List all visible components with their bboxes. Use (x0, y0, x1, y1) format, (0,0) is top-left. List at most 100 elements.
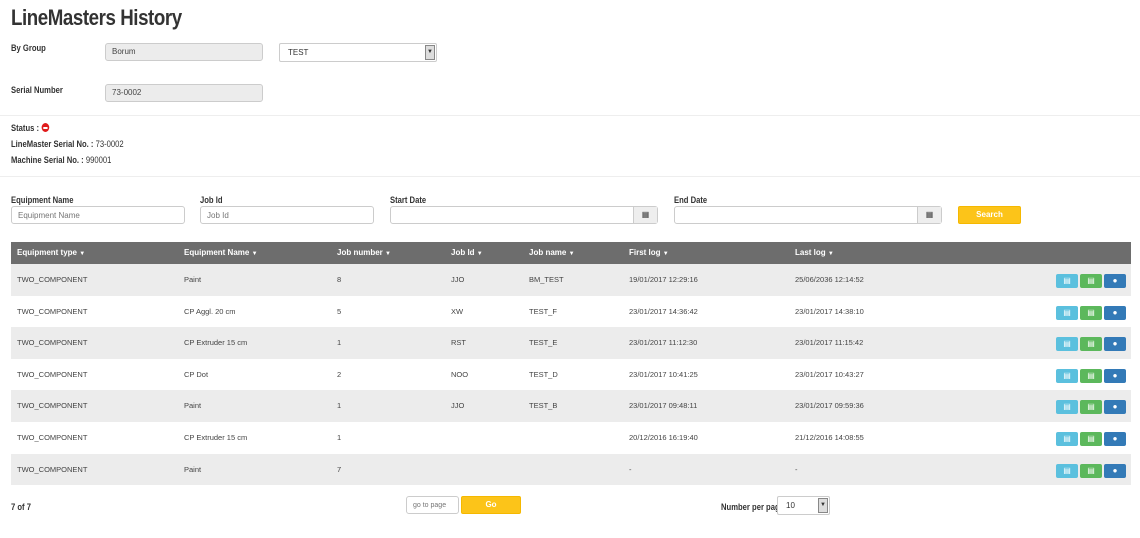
pdf-button[interactable]: ▤ (1056, 368, 1078, 383)
table-cell: - (795, 464, 798, 474)
table-cell: TEST_E (529, 338, 558, 348)
column-header-label: Job name (529, 248, 567, 257)
pdf-button[interactable]: ▤ (1056, 274, 1078, 288)
page-count: 7 of 7 (11, 502, 31, 512)
table-cell: 1 (337, 433, 342, 442)
excel-export-icon: ▤ (1087, 307, 1095, 317)
table-cell: - (629, 464, 632, 474)
table-cell: 23/01/2017 11:15:42 (795, 338, 864, 348)
end-date-input[interactable]: ▦ (674, 206, 942, 224)
go-to-page-input[interactable] (406, 496, 459, 514)
sort-caret-icon: ▼ (662, 251, 669, 257)
equipment-name-input[interactable] (11, 206, 185, 224)
column-header-6[interactable]: Last log ▼ (795, 242, 834, 265)
pdf-button[interactable]: ▤ (1056, 337, 1078, 352)
column-header-label: First log (629, 248, 661, 257)
map-button[interactable]: ● (1104, 337, 1126, 352)
table-cell: 23/01/2017 11:12:30 (629, 338, 698, 348)
table-row: TWO_COMPONENT CP Extruder 15 cm 1 20/12/201… (11, 422, 1131, 454)
table-cell: CP Dot (184, 369, 209, 379)
status-label: Status : (11, 123, 40, 133)
calendar-icon[interactable]: ▦ (917, 207, 941, 223)
map-button[interactable]: ● (1104, 432, 1126, 446)
pdf-export-icon: ▤ (1063, 307, 1071, 317)
table-row: TWO_COMPONENT CP Extruder 15 cm 1 RST TEST_E… (11, 327, 1131, 359)
start-date-label: Start Date (390, 195, 427, 205)
pdf-button[interactable]: ▤ (1056, 463, 1078, 478)
map-button[interactable]: ● (1104, 305, 1126, 320)
pdf-export-icon: ▤ (1063, 434, 1071, 443)
column-header-0[interactable]: Equipment type ▼ (17, 242, 85, 265)
column-header-label: Equipment type (17, 248, 78, 257)
excel-export-icon: ▤ (1087, 370, 1095, 380)
table-cell: 5 (337, 306, 342, 316)
table-row: TWO_COMPONENT CP Aggl. 20 cm 5 XW TEST_F 23/0… (11, 296, 1131, 328)
table-cell: 20/12/2016 16:19:40 (629, 433, 698, 442)
map-button[interactable]: ● (1104, 368, 1126, 383)
map-button[interactable]: ● (1104, 463, 1126, 478)
table-cell: TEST_B (529, 401, 558, 411)
excel-export-icon: ▤ (1087, 276, 1095, 285)
table-cell: CP Extruder 15 cm (184, 338, 248, 348)
table-cell: 1 (337, 338, 342, 348)
sort-caret-icon: ▼ (251, 251, 258, 257)
excel-button[interactable]: ▤ (1080, 337, 1102, 352)
table-cell: CP Aggl. 20 cm (184, 306, 236, 316)
linemaster-serial-value: 73-0002 (95, 139, 124, 149)
pdf-button[interactable]: ▤ (1056, 432, 1078, 446)
map-globe-icon: ● (1112, 307, 1118, 317)
excel-button[interactable]: ▤ (1080, 274, 1102, 288)
start-date-input[interactable]: ▦ (390, 206, 658, 224)
table-cell: 8 (337, 275, 342, 284)
map-button[interactable]: ● (1104, 400, 1126, 415)
excel-export-icon: ▤ (1087, 402, 1095, 412)
chevron-down-icon: ▼ (425, 45, 435, 60)
search-button[interactable]: Search (958, 206, 1021, 224)
group-select[interactable]: TEST ▼ (279, 43, 437, 62)
excel-export-icon: ▤ (1087, 434, 1095, 443)
table-cell: 2 (337, 369, 342, 379)
pdf-button[interactable]: ▤ (1056, 400, 1078, 415)
excel-button[interactable]: ▤ (1080, 432, 1102, 446)
excel-button[interactable]: ▤ (1080, 400, 1102, 415)
machine-serial-value: 990001 (85, 155, 112, 165)
sort-caret-icon: ▼ (568, 251, 575, 257)
go-button[interactable]: Go (461, 496, 521, 514)
job-id-input[interactable] (200, 206, 374, 224)
calendar-icon[interactable]: ▦ (633, 207, 657, 223)
excel-button[interactable]: ▤ (1080, 305, 1102, 320)
table-cell: TEST_D (529, 369, 558, 379)
map-globe-icon: ● (1112, 276, 1118, 285)
table-cell: CP Extruder 15 cm (184, 433, 248, 442)
group-field: Borum (105, 43, 263, 61)
excel-export-icon: ▤ (1087, 339, 1095, 349)
excel-button[interactable]: ▤ (1080, 463, 1102, 478)
column-header-label: Equipment Name (184, 248, 250, 257)
table-cell: TWO_COMPONENT (17, 338, 88, 348)
excel-button[interactable]: ▤ (1080, 368, 1102, 383)
table-row: TWO_COMPONENT CP Dot 2 NOO TEST_D 23/01/2017 … (11, 359, 1131, 391)
sort-caret-icon: ▼ (827, 251, 834, 257)
equipment-name-label: Equipment Name (11, 195, 74, 205)
table-cell: BM_TEST (529, 275, 564, 284)
table-cell: Paint (184, 401, 202, 411)
table-cell: RST (451, 338, 466, 348)
column-header-label: Last log (795, 248, 826, 257)
table-header: Equipment type ▼ Equipment Name ▼ Job numb… (11, 242, 1131, 264)
column-header-5[interactable]: First log ▼ (629, 242, 669, 265)
table-cell: TWO_COMPONENT (17, 401, 88, 411)
end-date-label: End Date (674, 195, 708, 205)
table-cell: NOO (451, 369, 469, 379)
group-select-value: TEST (288, 48, 309, 57)
column-header-4[interactable]: Job name ▼ (529, 242, 575, 265)
table-cell: 1 (337, 401, 342, 411)
divider (0, 176, 1140, 177)
pdf-button[interactable]: ▤ (1056, 305, 1078, 320)
column-header-2[interactable]: Job number ▼ (337, 242, 391, 265)
map-globe-icon: ● (1112, 402, 1118, 412)
divider (0, 115, 1140, 116)
column-header-1[interactable]: Equipment Name ▼ (184, 242, 258, 265)
per-page-select[interactable]: 10 ▼ (777, 496, 830, 515)
column-header-3[interactable]: Job Id ▼ (451, 242, 483, 265)
map-button[interactable]: ● (1104, 274, 1126, 288)
